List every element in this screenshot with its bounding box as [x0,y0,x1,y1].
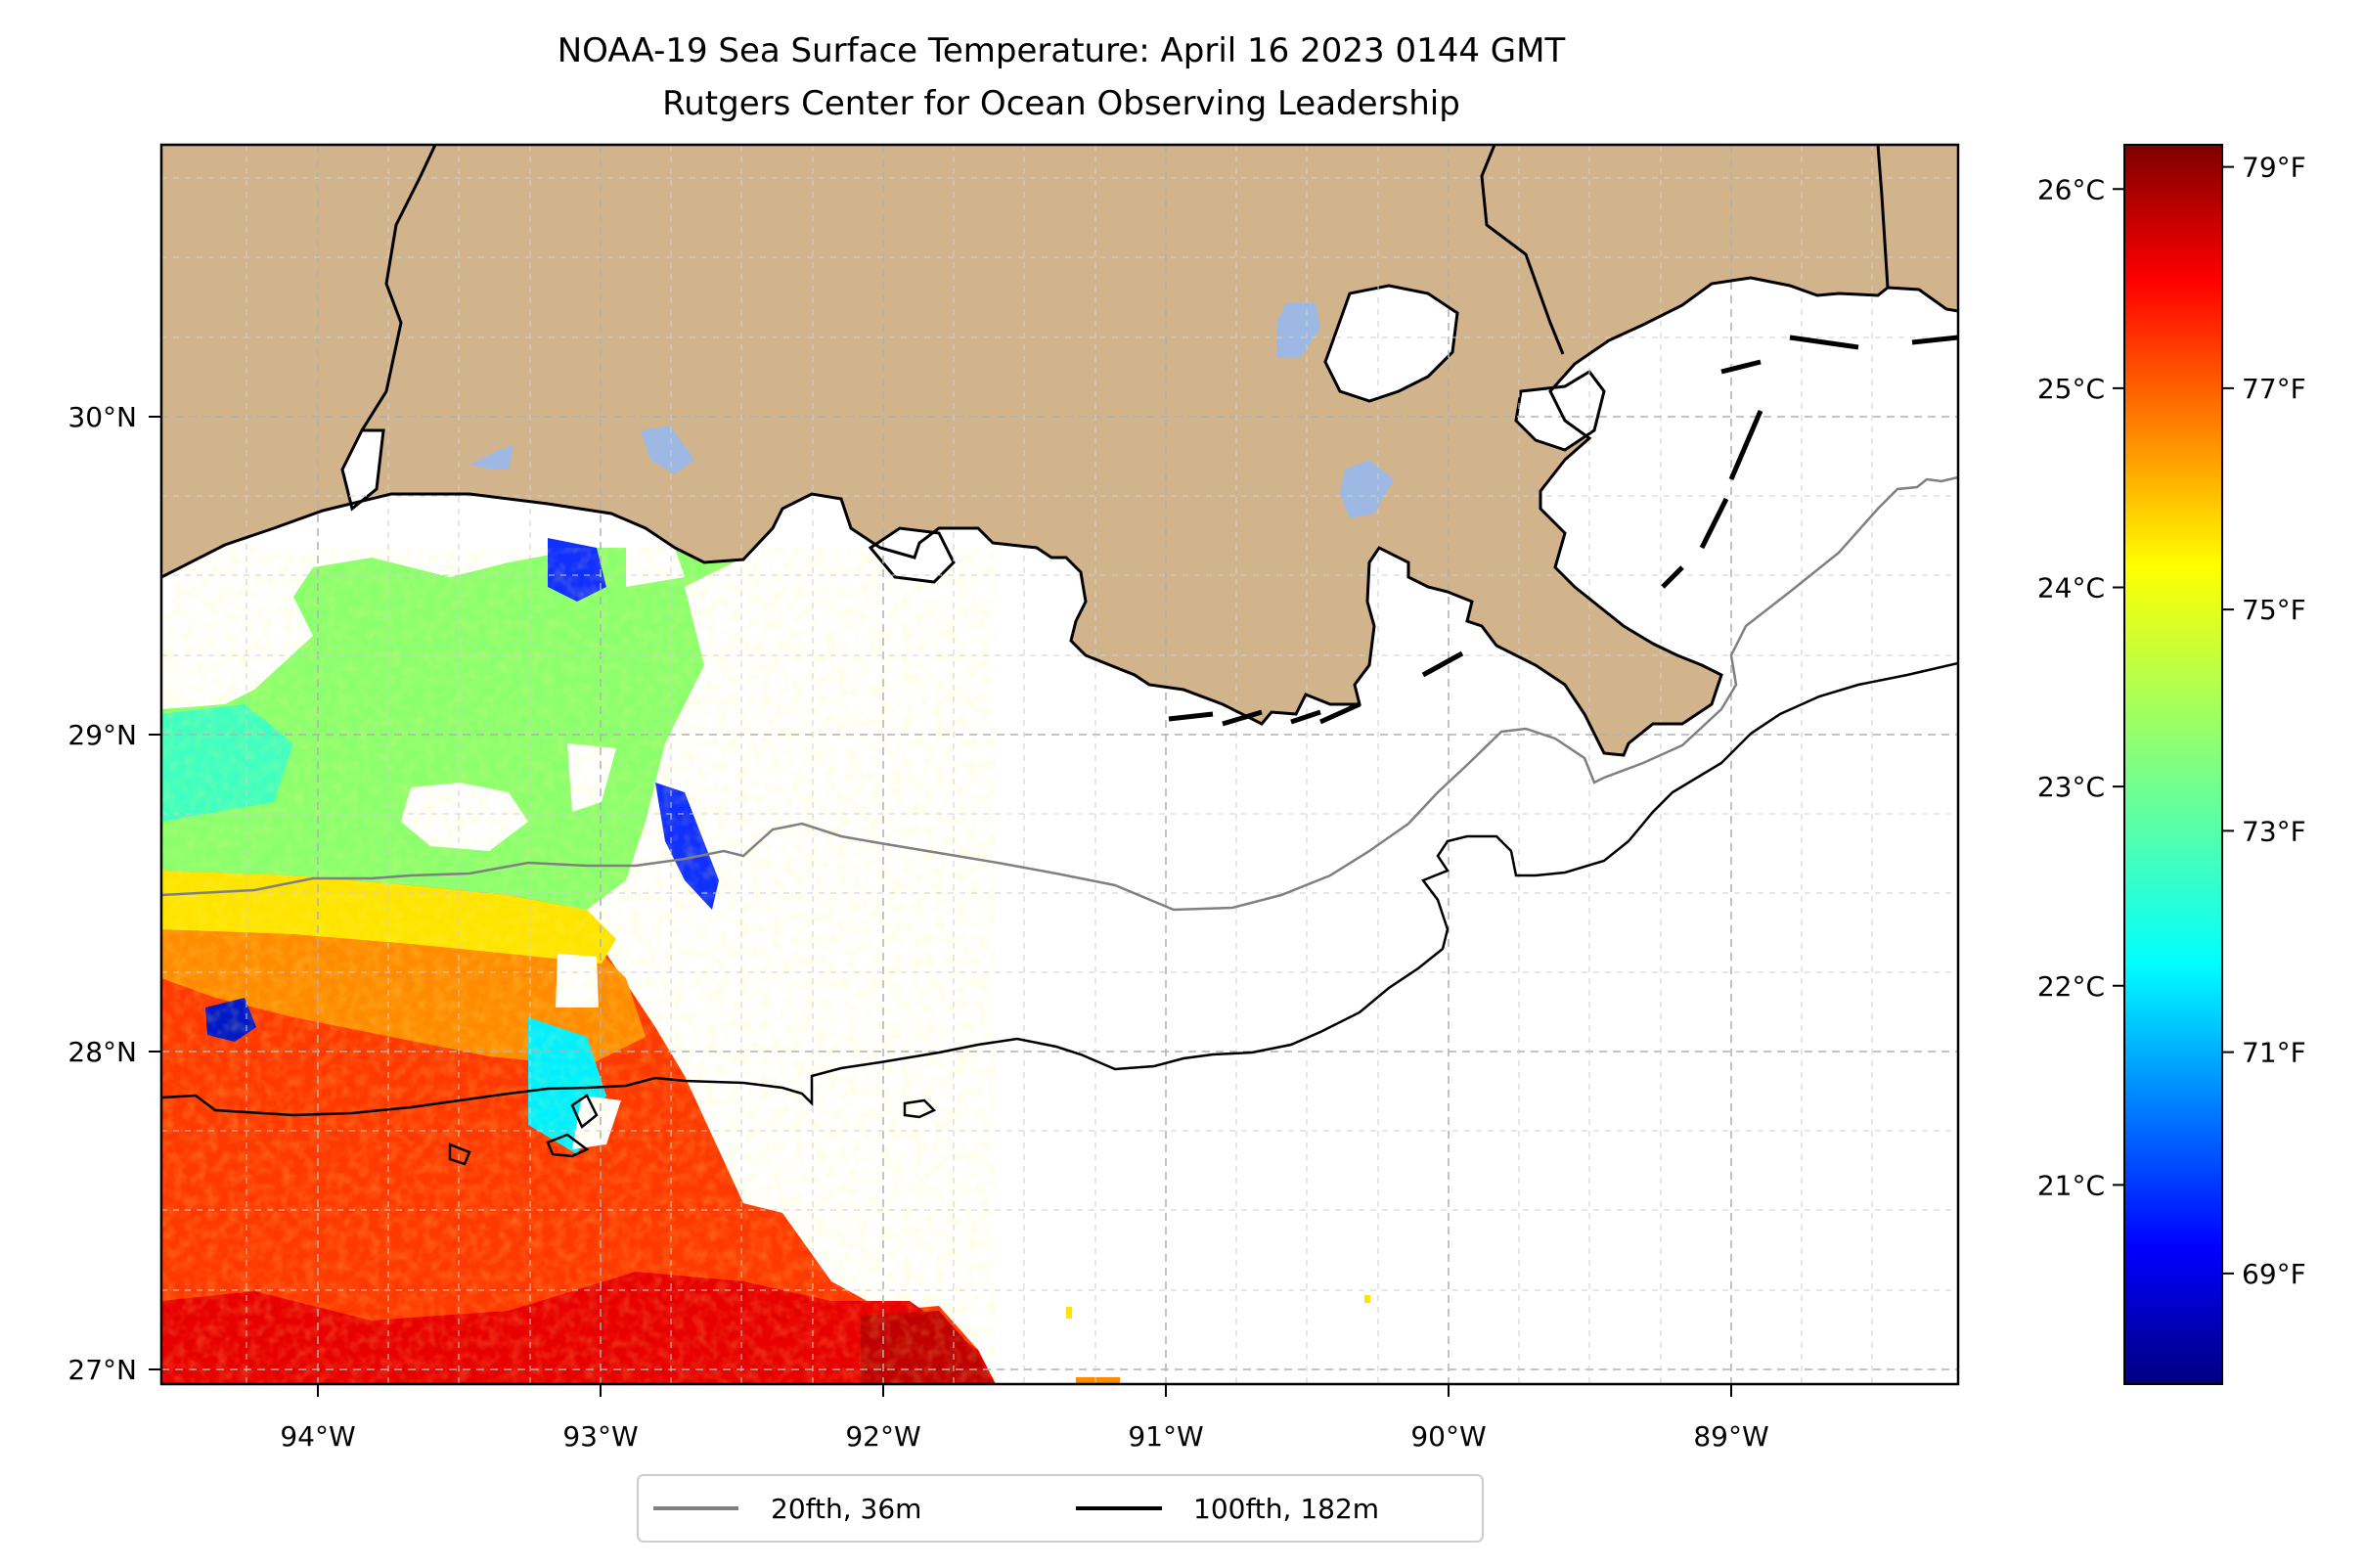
y-tick-label: 27°N [67,1354,137,1386]
inland-lake [641,426,694,474]
y-tick-label: 29°N [67,719,137,751]
x-tick-label: 92°W [845,1420,920,1453]
barrier-island [1699,497,1729,550]
isobath-100fth [161,661,1958,1117]
colorbar-f-label: 73°F [2242,815,2306,847]
isobath-100fth-island [903,1098,937,1119]
map-panel [161,145,1958,1384]
colorbar-c-label: 23°C [2037,771,2105,803]
y-axis-labels: 30°N 29°N 28°N 27°N [67,401,137,1386]
x-axis-labels: 94°W 93°W 92°W 91°W 90°W 89°W [280,1420,1768,1453]
barrier-island [1290,709,1321,725]
barrier-island [1789,335,1859,350]
isobath-100fth-island [570,1094,599,1129]
barrier-island [1421,650,1464,678]
colorbar-f-label: 79°F [2242,152,2306,184]
barrier-island [1728,410,1763,480]
x-tick-label: 93°W [562,1420,638,1453]
cloud-gap [161,582,274,611]
colorbar-f-label: 75°F [2242,594,2306,626]
colorbar-c-label: 25°C [2037,373,2105,405]
colorbar-f-label: 71°F [2242,1037,2306,1069]
inland-lake [1276,303,1320,357]
sst-pixel [1364,1295,1370,1303]
calcasieu-lake [340,428,385,512]
barrier-island [1168,711,1214,722]
barrier-island [1222,709,1263,727]
x-tick-label: 94°W [280,1420,355,1453]
legend-label-100fth: 100fth, 182m [1193,1493,1379,1525]
isobath-100fth-island [448,1142,471,1166]
isobath-20fth [161,475,1958,912]
barrier-island [1661,565,1684,589]
lat-lon-grid [161,145,1958,1384]
colorbar-f-label: 77°F [2242,373,2306,405]
map-title-line-2: Rutgers Center for Ocean Observing Leade… [662,84,1460,123]
legend-box [637,1474,1484,1543]
coastline [161,276,1958,757]
isobath-legend: 20fth, 36m 100fth, 182m [637,1474,1484,1543]
sst-pixel [1076,1377,1120,1384]
sst-pixel [1066,1307,1072,1319]
vermilion-bay [868,526,956,584]
colorbar: 79°F 77°F 75°F 73°F 71°F 69°F 26°C 25°C 24°C 23°C… [2037,144,2306,1385]
inland-lake [1340,460,1394,518]
lake-pontchartrain [1323,284,1459,403]
map-frame [159,143,1960,1386]
x-tick-label: 91°W [1128,1420,1203,1453]
map-title-line-1: NOAA-19 Sea Surface Temperature: April 1… [558,31,1566,70]
colorbar-c-label: 24°C [2037,572,2105,605]
barrier-island [1720,359,1762,375]
colorbar-f-label: 69°F [2242,1258,2306,1290]
legend-label-20fth: 20fth, 36m [771,1493,921,1525]
colorbar-c-label: 26°C [2037,173,2105,205]
colorbar-c-label: 22°C [2037,970,2105,1003]
barrier-island [1318,701,1361,725]
colorbar-gradient [2123,144,2223,1385]
inland-lake [469,445,513,470]
axis-ticks [149,416,1732,1397]
y-tick-label: 30°N [67,401,137,433]
land-mass [161,145,1958,755]
barrier-islands [1168,335,1958,727]
y-tick-label: 28°N [67,1036,137,1068]
x-tick-label: 89°W [1693,1420,1768,1453]
colorbar-ticks: 79°F 77°F 75°F 73°F 71°F 69°F 26°C 25°C 24°C 23°C… [2037,152,2306,1290]
colorbar-c-label: 21°C [2037,1169,2105,1201]
sst-texture [161,548,996,1384]
state-border [360,145,1890,431]
isobath-100fth-island [546,1133,590,1158]
barrier-island [1911,335,1958,345]
x-tick-label: 90°W [1410,1420,1486,1453]
